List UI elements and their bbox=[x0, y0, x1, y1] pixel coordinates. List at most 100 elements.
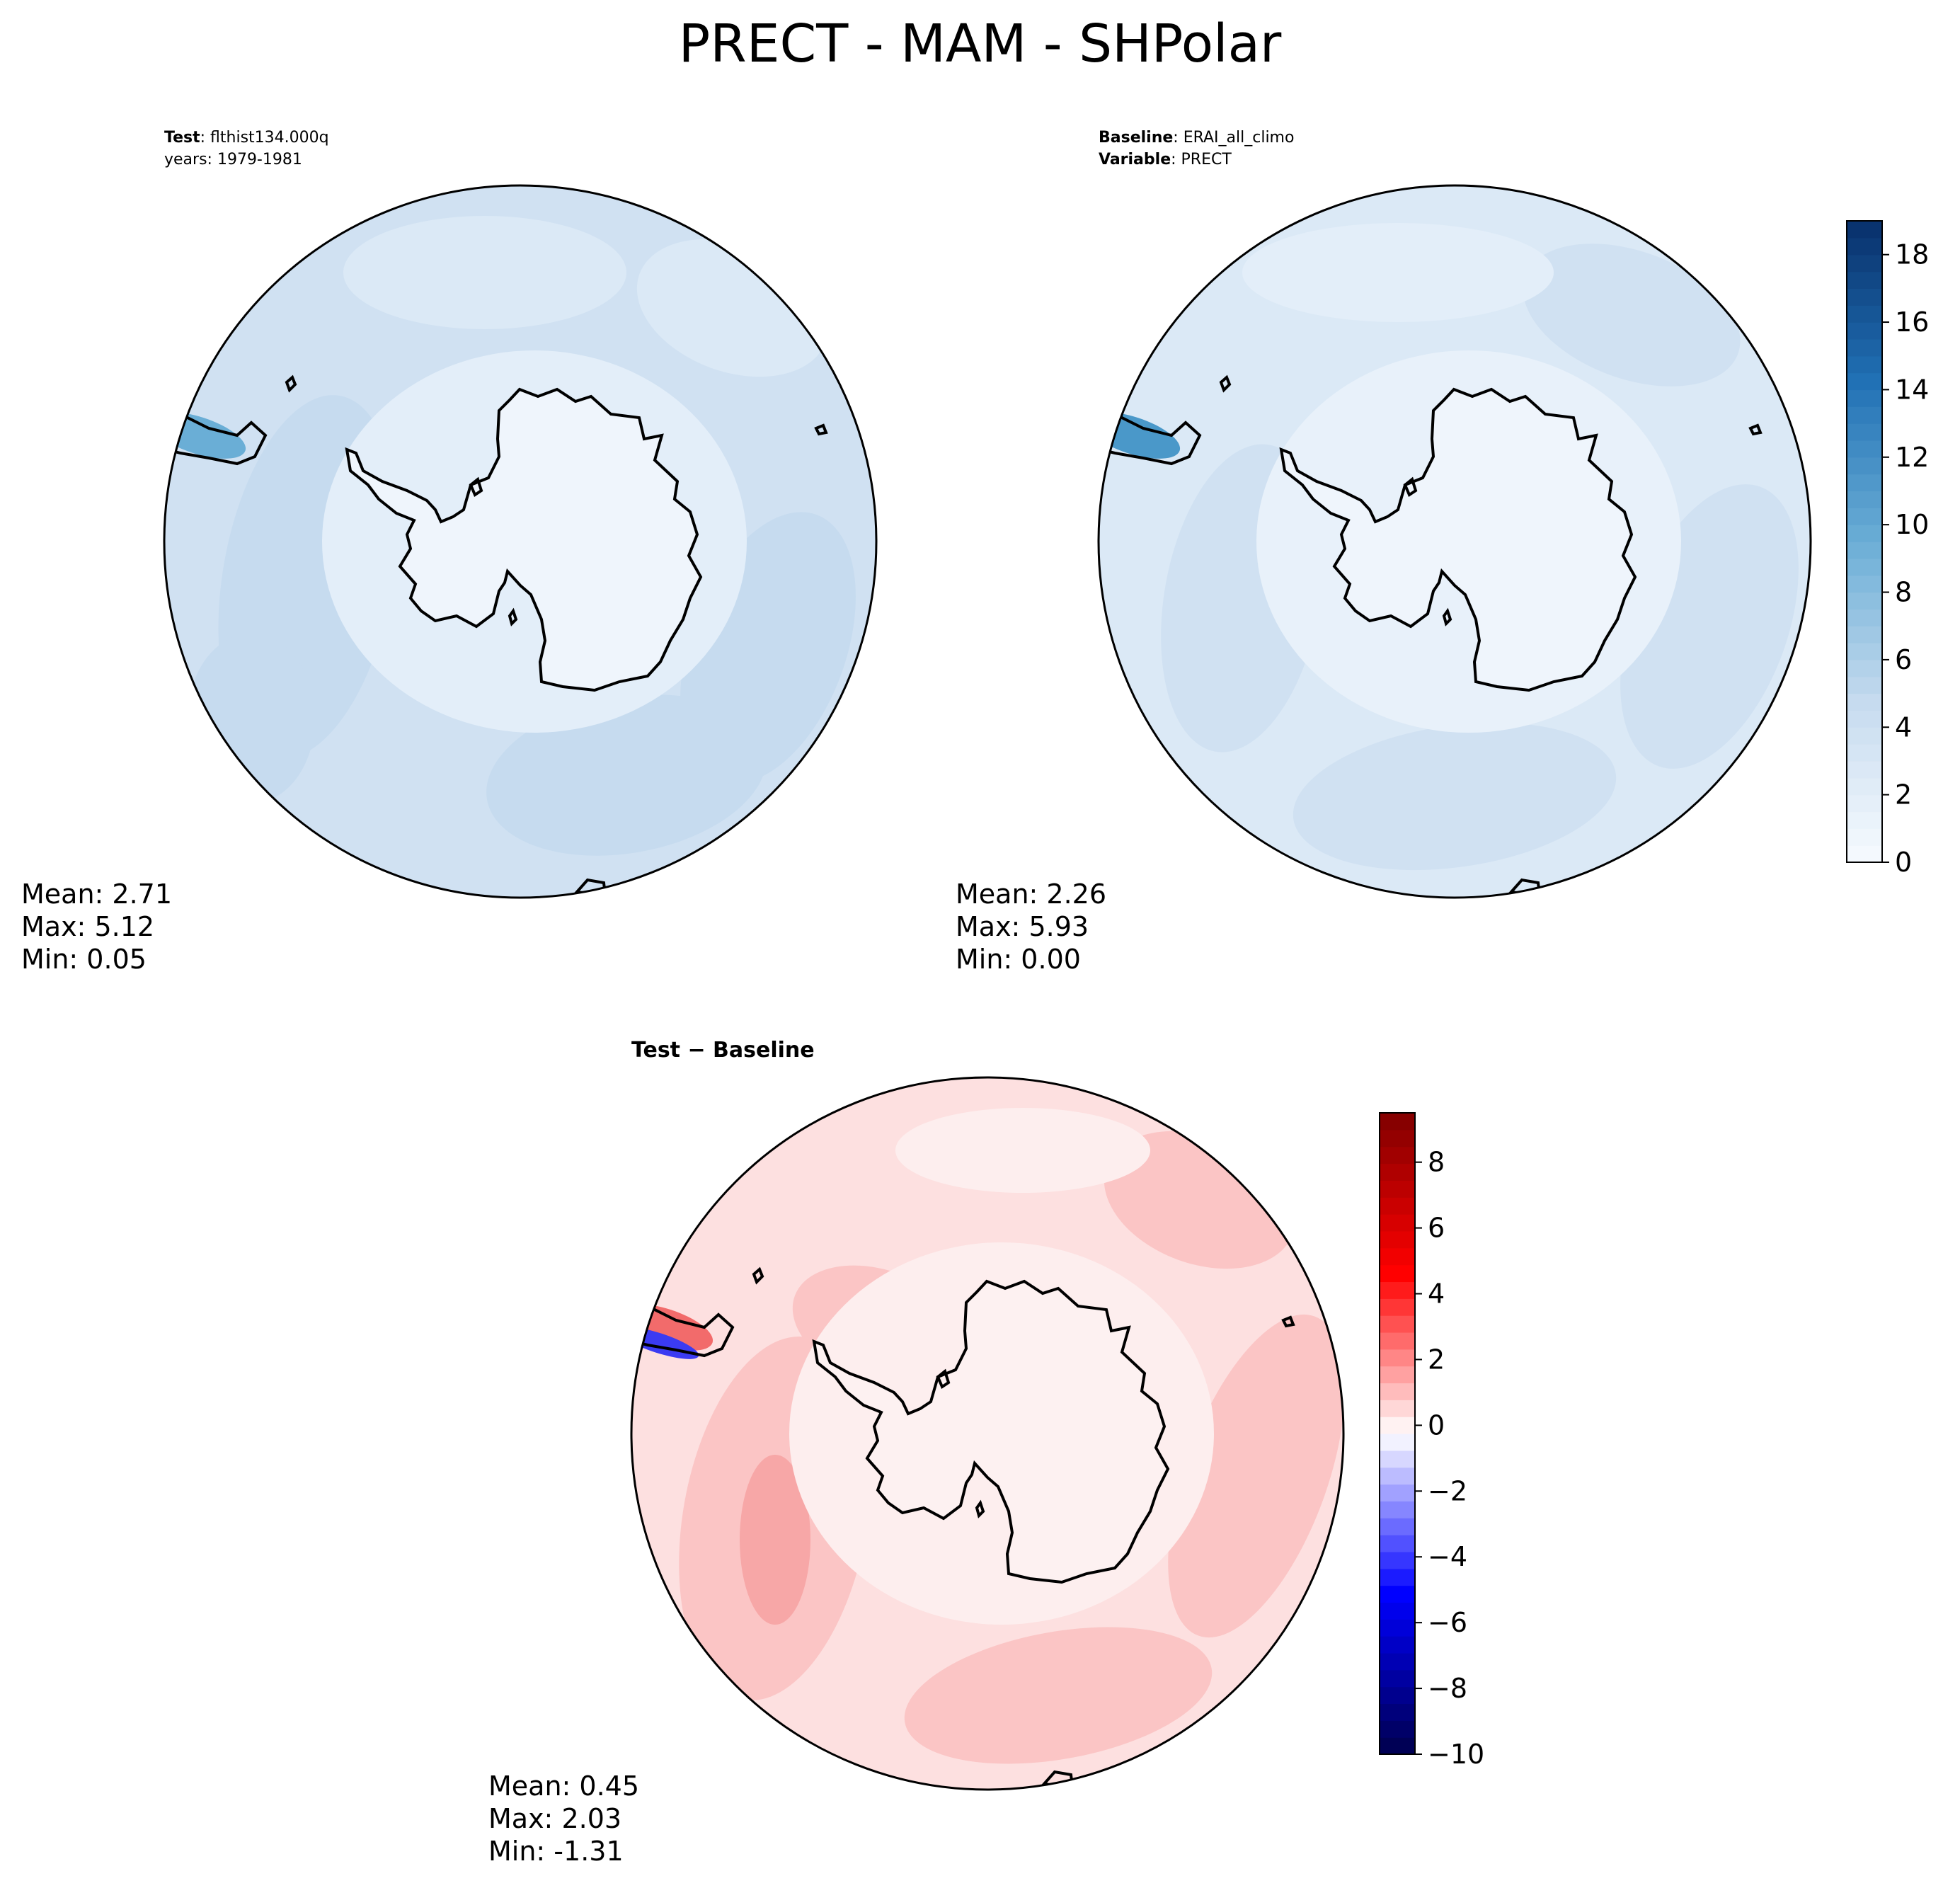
blues-colorbar-frame bbox=[1846, 220, 1883, 863]
diff-stats: Mean: 0.45 Max: 2.03 Min: -1.31 bbox=[488, 1770, 639, 1867]
seismic-colorbar-bin bbox=[1380, 1332, 1415, 1350]
seismic-colorbar-tick-label: −10 bbox=[1428, 1739, 1484, 1770]
seismic-colorbar-bin bbox=[1380, 1146, 1415, 1165]
figure-title: PRECT - MAM - SHPolar bbox=[678, 13, 1282, 74]
seismic-colorbar-bin bbox=[1380, 1518, 1415, 1535]
baseline-var-value: : PRECT bbox=[1171, 151, 1232, 168]
diff-title: Test − Baseline bbox=[631, 1038, 815, 1063]
baseline-min: Min: 0.00 bbox=[956, 944, 1081, 975]
blues-colorbar-bin bbox=[1847, 643, 1882, 660]
blues-colorbar-bin bbox=[1847, 525, 1882, 542]
blues-colorbar-bin bbox=[1847, 355, 1882, 374]
blues-colorbar-bin bbox=[1847, 727, 1882, 745]
seismic-colorbar: −10 −8 −6 −4 −2 0 2 4 6 8 bbox=[1379, 1112, 1484, 1770]
baseline-var-key: Variable bbox=[1099, 151, 1171, 168]
blues-colorbar-bin bbox=[1847, 693, 1882, 711]
seismic-colorbar-tick-label: −6 bbox=[1428, 1607, 1467, 1638]
blues-colorbar-bin bbox=[1847, 592, 1882, 610]
baseline-map-boundary bbox=[1097, 184, 1812, 899]
blues-colorbar-bin bbox=[1847, 542, 1882, 559]
test-contour-patch bbox=[188, 634, 315, 803]
seismic-colorbar-frame bbox=[1379, 1112, 1416, 1755]
seismic-colorbar-bin bbox=[1380, 1551, 1415, 1569]
seismic-colorbar-bin bbox=[1380, 1568, 1415, 1586]
seismic-colorbar-bin bbox=[1380, 1602, 1415, 1620]
blues-colorbar-bin bbox=[1847, 760, 1882, 779]
blues-colorbar-bin bbox=[1847, 372, 1882, 391]
blues-colorbar-bin bbox=[1847, 794, 1882, 813]
test-mean: Mean: 2.71 bbox=[21, 879, 173, 910]
seismic-colorbar-bin bbox=[1380, 1501, 1415, 1518]
seismic-colorbar-bin bbox=[1380, 1484, 1415, 1501]
diff-contour-patch bbox=[895, 1108, 1150, 1193]
seismic-colorbar-tick-label: 4 bbox=[1428, 1278, 1445, 1310]
test-max: Max: 5.12 bbox=[21, 911, 155, 942]
seismic-colorbar-bin bbox=[1380, 1669, 1415, 1688]
diff-contour-patch bbox=[1168, 1314, 1343, 1638]
test-label-key: Test bbox=[164, 129, 200, 147]
seismic-colorbar-bin bbox=[1380, 1315, 1415, 1333]
blues-colorbar-bin bbox=[1847, 710, 1882, 728]
baseline-label-key: Baseline bbox=[1099, 129, 1174, 147]
diff-mean: Mean: 0.45 bbox=[488, 1770, 640, 1802]
seismic-colorbar-bin bbox=[1380, 1652, 1415, 1671]
blues-colorbar-bin bbox=[1847, 744, 1882, 762]
blues-colorbar-bin bbox=[1847, 322, 1882, 340]
diff-min: Min: -1.31 bbox=[488, 1836, 624, 1867]
seismic-colorbar-bin bbox=[1380, 1737, 1415, 1755]
baseline-stats: Mean: 2.26 Max: 5.93 Min: 0.00 bbox=[956, 878, 1106, 976]
blues-colorbar-bin bbox=[1847, 271, 1882, 289]
blues-colorbar-tick-label: 12 bbox=[1895, 442, 1929, 473]
seismic-colorbar-bin bbox=[1380, 1180, 1415, 1198]
baseline-mean: Mean: 2.26 bbox=[956, 879, 1107, 910]
blues-colorbar-tick-label: 14 bbox=[1895, 374, 1929, 405]
seismic-colorbar-bin bbox=[1380, 1281, 1415, 1299]
seismic-colorbar-bin bbox=[1380, 1366, 1415, 1384]
seismic-colorbar-bin bbox=[1380, 1636, 1415, 1654]
seismic-colorbar-tick-label: −8 bbox=[1428, 1673, 1467, 1704]
seismic-colorbar-bin bbox=[1380, 1230, 1415, 1249]
blues-colorbar-bin bbox=[1847, 777, 1882, 796]
seismic-colorbar-bin bbox=[1380, 1383, 1415, 1400]
blues-colorbar-tick-label: 18 bbox=[1895, 239, 1929, 270]
blues-colorbar-tick-label: 2 bbox=[1895, 779, 1912, 811]
diff-map-boundary bbox=[630, 1076, 1345, 1791]
test-map-boundary bbox=[163, 184, 878, 899]
baseline-label-value: : ERAI_all_climo bbox=[1173, 129, 1295, 147]
blues-colorbar-bin bbox=[1847, 508, 1882, 525]
blues-colorbar-bin bbox=[1847, 440, 1882, 458]
diff-contour-patch bbox=[904, 1627, 1213, 1764]
test-min: Min: 0.05 bbox=[21, 944, 147, 975]
baseline-map bbox=[1097, 184, 1812, 899]
seismic-colorbar-bin bbox=[1380, 1163, 1415, 1181]
seismic-colorbar-tick-label: −2 bbox=[1428, 1475, 1467, 1506]
blues-colorbar-bin bbox=[1847, 237, 1882, 256]
blues-colorbar-bin bbox=[1847, 676, 1882, 694]
blues-colorbar-bin bbox=[1847, 288, 1882, 306]
blues-colorbar-tick-label: 10 bbox=[1895, 509, 1929, 540]
seismic-colorbar-bin bbox=[1380, 1450, 1415, 1468]
blues-colorbar-bin bbox=[1847, 626, 1882, 643]
seismic-colorbar-bin bbox=[1380, 1720, 1415, 1738]
blues-colorbar-bin bbox=[1847, 254, 1882, 273]
test-contour-patch bbox=[343, 216, 626, 329]
blues-colorbar-bin bbox=[1847, 423, 1882, 441]
seismic-colorbar-bin bbox=[1380, 1434, 1415, 1451]
seismic-colorbar-bin bbox=[1380, 1214, 1415, 1232]
blues-colorbar: 0 2 4 6 8 10 12 14 16 18 bbox=[1846, 220, 1929, 878]
seismic-colorbar-bin bbox=[1380, 1113, 1415, 1131]
seismic-colorbar-bin bbox=[1380, 1349, 1415, 1367]
seismic-colorbar-bin bbox=[1380, 1686, 1415, 1705]
baseline-header: Baseline: ERAI_all_climo bbox=[1099, 127, 1294, 149]
blues-colorbar-bin bbox=[1847, 558, 1882, 576]
seismic-colorbar-bin bbox=[1380, 1585, 1415, 1603]
test-stats: Mean: 2.71 Max: 5.12 Min: 0.05 bbox=[21, 878, 172, 976]
blues-colorbar-bin bbox=[1847, 609, 1882, 627]
baseline-max: Max: 5.93 bbox=[956, 911, 1089, 942]
blues-colorbar-tick-label: 0 bbox=[1895, 847, 1912, 878]
seismic-colorbar-bin bbox=[1380, 1247, 1415, 1266]
seismic-colorbar-tick-label: 6 bbox=[1428, 1213, 1445, 1244]
blues-colorbar-bin bbox=[1847, 474, 1882, 492]
seismic-colorbar-bin bbox=[1380, 1264, 1415, 1283]
